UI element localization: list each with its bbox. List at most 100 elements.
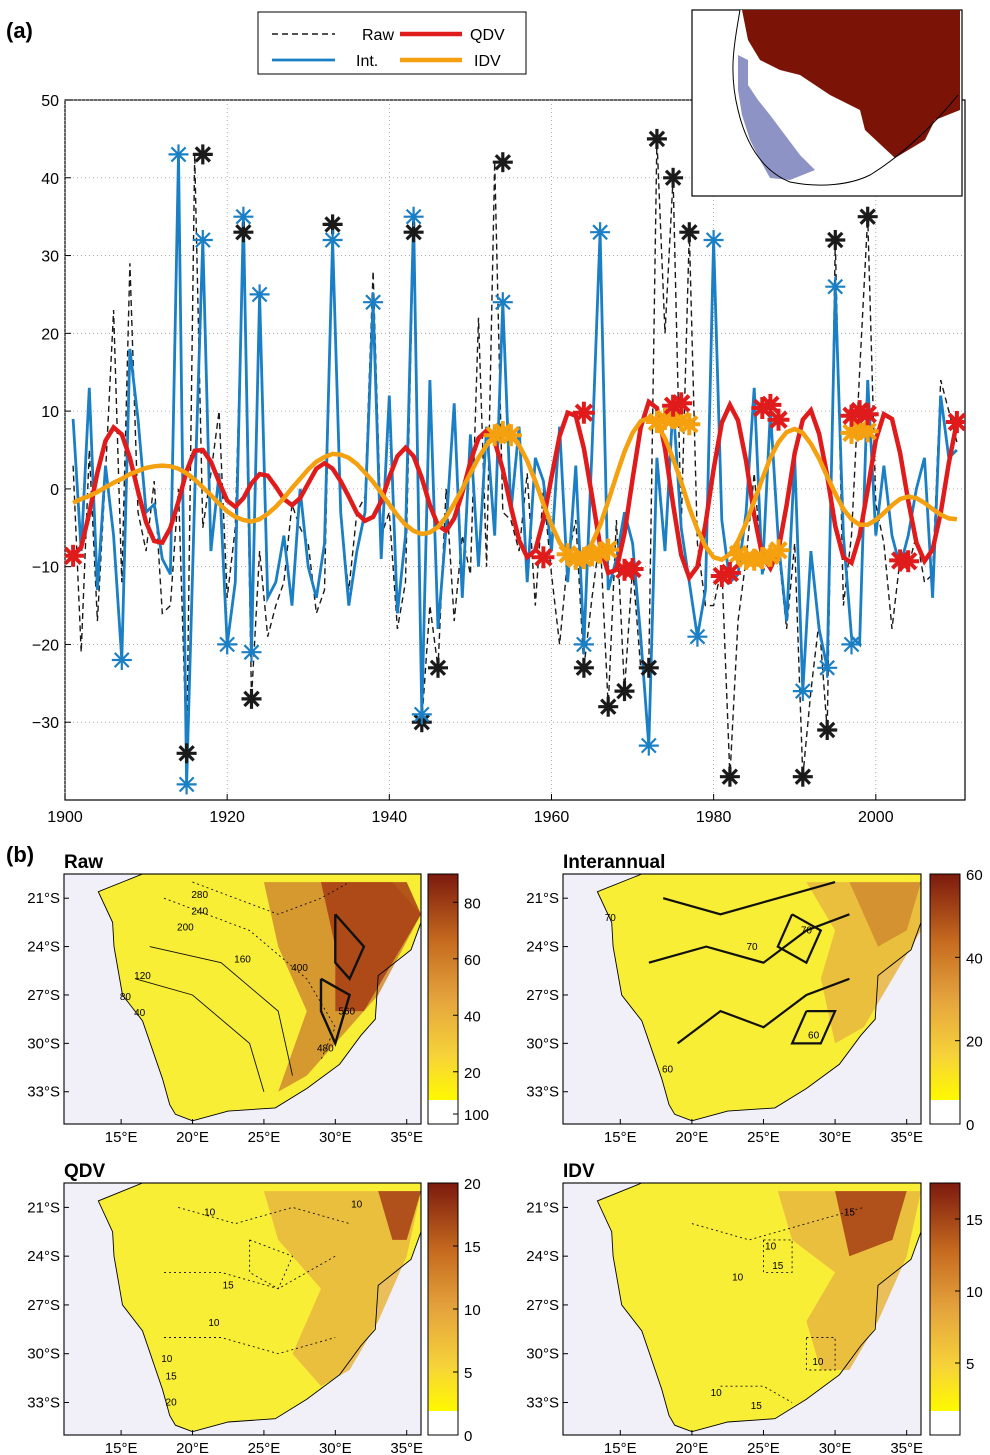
coastline: [97, 1183, 421, 1433]
colorbar-tick-label: 60: [966, 867, 983, 884]
int-extreme-marker: [241, 642, 262, 663]
contour-label: 70: [801, 926, 813, 937]
lat-tick-label: 30°S: [27, 1346, 60, 1363]
idv-extreme-marker: [581, 544, 603, 566]
colorbar-tick-label: 80: [464, 895, 481, 912]
contour-label: 400: [291, 963, 308, 974]
colorbar: 0 20 40 60: [929, 867, 983, 1134]
lon-tick-label: 35°E: [390, 1129, 423, 1146]
qdv-extreme-marker: [572, 401, 595, 424]
lon-tick-label: 25°E: [248, 1129, 281, 1146]
idv-extreme-marker: [499, 424, 522, 447]
colorbar-tick-label: 15: [464, 1239, 481, 1256]
inset-map: [691, 9, 963, 197]
x-tick-label: 1900: [47, 809, 83, 826]
raw-extreme-marker: [646, 128, 667, 149]
lat-tick-label: 21°S: [526, 890, 559, 907]
contour-label: 15: [751, 1401, 763, 1412]
qdv-extreme-marker: [897, 550, 920, 573]
y-tick-label: 40: [41, 171, 59, 188]
int-extreme-marker: [249, 284, 270, 305]
y-tick-label: 0: [50, 482, 59, 499]
colorbar-tick-label: 10: [464, 1302, 481, 1319]
contour-line: [164, 1337, 336, 1355]
raw-extreme-marker: [403, 222, 424, 243]
axis-ticks: 1900 1920 1940 1960 1980 2000 −30 −20 −10 0 10 20 30…: [32, 93, 894, 826]
raw-extreme-marker: [792, 766, 813, 787]
contour-label: 70: [605, 913, 617, 924]
lon-tick-label: 35°E: [890, 1440, 923, 1455]
colorbar: 0 5 10 15 20: [427, 1176, 481, 1445]
contour-line: [763, 1239, 793, 1273]
contour-label: 10: [765, 1242, 777, 1253]
lon-tick-label: 25°E: [747, 1440, 780, 1455]
raw-extreme-marker: [492, 152, 513, 173]
contour-label: 10: [351, 1199, 363, 1210]
qdv-extreme-marker: [532, 546, 555, 569]
y-tick-label: −20: [32, 637, 59, 654]
legend-idv-label: IDV: [474, 53, 501, 70]
map-title: QDV: [64, 1161, 106, 1182]
raw-extreme-marker: [176, 743, 197, 764]
qdv-extreme-marker: [621, 558, 644, 580]
contour-label: 480: [317, 1043, 334, 1054]
raw-extreme-marker: [598, 696, 619, 717]
lon-tick-label: 15°E: [105, 1440, 138, 1455]
x-tick-label: 1920: [209, 809, 245, 826]
colorbar-gradient: [930, 874, 960, 1100]
lon-tick-label: 35°E: [890, 1129, 923, 1146]
idv-extreme-marker: [678, 413, 701, 436]
contour-line: [163, 897, 336, 1060]
colorbar-zero-band: [428, 1100, 458, 1124]
coastline: [596, 874, 921, 1122]
inset-positive-region: [742, 10, 960, 158]
int-extreme-marker: [176, 774, 197, 795]
qdv-extreme-marker: [670, 392, 693, 415]
int-extreme-marker: [792, 681, 813, 702]
contour-label: 15: [166, 1372, 178, 1383]
lon-tick-label: 30°E: [319, 1129, 352, 1146]
int-extreme-marker: [590, 222, 611, 243]
raw-extreme-marker: [857, 206, 878, 227]
lat-tick-label: 27°S: [27, 1297, 60, 1314]
colorbar-tick-label: 20: [464, 1176, 481, 1193]
contour-line: [676, 977, 850, 1045]
contour-label: 60: [808, 1031, 820, 1042]
colorbar-frame: [929, 1182, 961, 1436]
colorbar-tick-label: 0: [464, 1428, 472, 1445]
qdv-extreme-marker: [945, 411, 965, 433]
colorbar-gradient: [428, 874, 458, 1100]
series-qdv-line: [71, 398, 960, 583]
colorbar: 20 40 60 80 100: [427, 873, 489, 1125]
contour-label: 10: [812, 1357, 824, 1368]
raw-extreme-marker: [573, 657, 594, 678]
int-extreme-marker: [638, 735, 659, 756]
series-int-line: [71, 154, 958, 785]
raw-extreme-marker: [825, 230, 846, 250]
legend: Raw Int. QDV IDV: [257, 11, 527, 75]
contour-line: [319, 977, 352, 1047]
contour-line: [790, 1010, 837, 1045]
map-title: Raw: [64, 852, 103, 873]
colorbar-gradient: [930, 1183, 960, 1411]
contour-label: 15: [772, 1261, 784, 1272]
colorbar-tick-label: 100: [464, 1107, 489, 1124]
contour-label: 10: [732, 1273, 744, 1284]
raw-extreme-marker: [233, 222, 254, 243]
lat-tick-label: 27°S: [526, 987, 559, 1004]
colorbar-frame: [929, 873, 961, 1125]
lon-tick-label: 15°E: [604, 1440, 637, 1455]
contour-line: [192, 881, 350, 915]
x-tick-label: 1940: [372, 809, 408, 826]
colorbar-tick-label: 40: [464, 1008, 481, 1025]
raw-extreme-marker: [663, 167, 684, 188]
map-frame: [63, 873, 422, 1125]
lat-tick-label: 30°S: [526, 1346, 559, 1363]
colorbar-tick-label: 0: [966, 1117, 974, 1134]
lon-tick-label: 20°E: [676, 1440, 709, 1455]
field-patch: [849, 882, 921, 947]
contour-line: [662, 881, 836, 916]
lon-tick-label: 30°E: [319, 1440, 352, 1455]
int-extreme-marker: [363, 292, 384, 313]
